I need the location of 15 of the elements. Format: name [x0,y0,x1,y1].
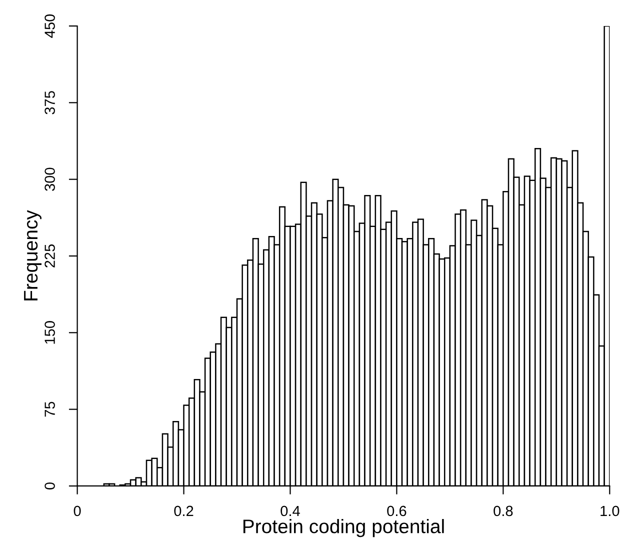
x-tick-label: 0.8 [494,506,513,516]
y-tick-label: 0 [44,482,55,490]
x-tick-label: 0.4 [280,506,300,516]
x-tick-label: 0.6 [387,506,406,516]
x-tick-label: 0 [74,506,81,516]
y-tick-label: 375 [44,91,55,114]
y-tick-label: 450 [44,14,55,38]
x-axis-title: Protein coding potential [243,519,444,538]
y-tick-label: 300 [44,168,55,191]
y-tick-label: 75 [44,402,55,417]
y-tick-label: 150 [44,321,55,344]
x-tick-label: 1.0 [600,506,620,516]
y-axis-title: Frequency [24,210,42,300]
x-tick-label: 0.2 [174,506,194,516]
y-tick-label: 225 [44,244,55,268]
